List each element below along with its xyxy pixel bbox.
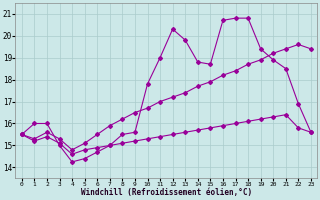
X-axis label: Windchill (Refroidissement éolien,°C): Windchill (Refroidissement éolien,°C) xyxy=(81,188,252,197)
